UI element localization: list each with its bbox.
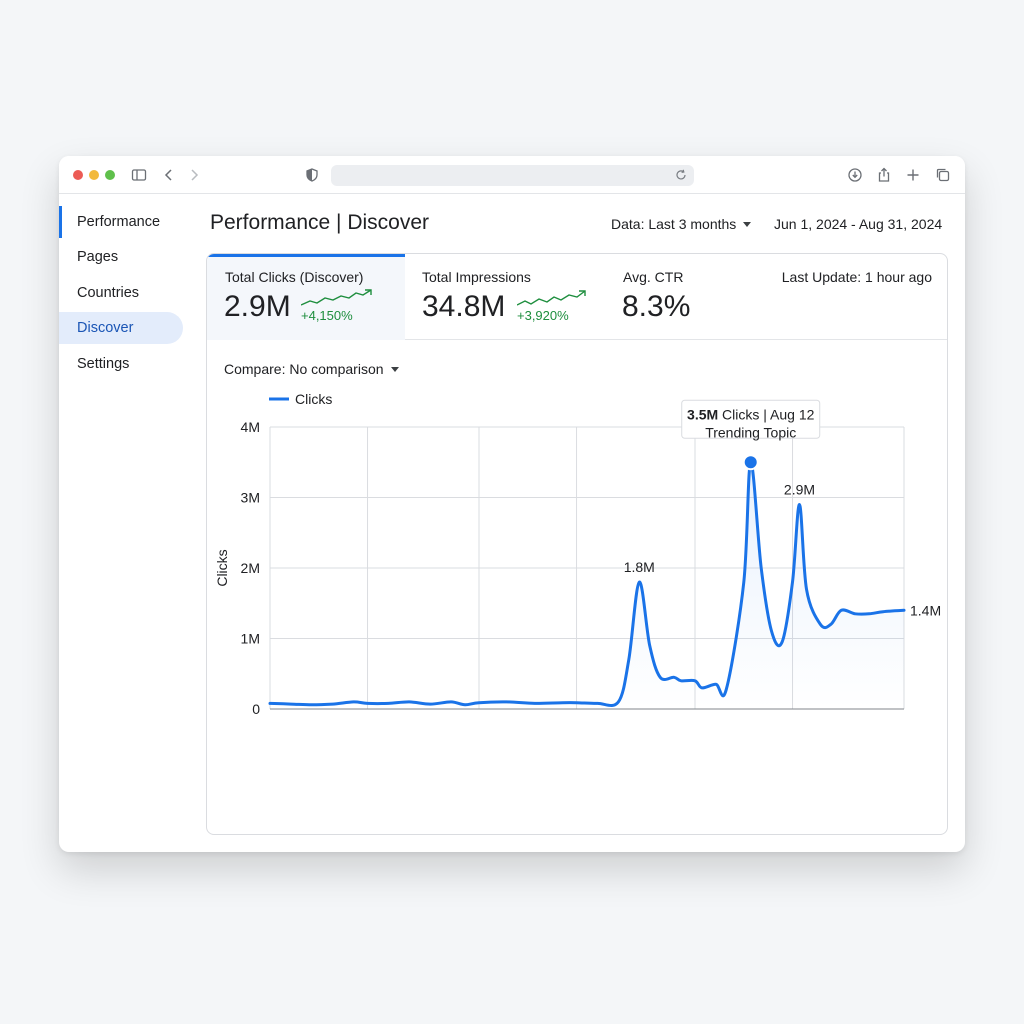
trend-sparkline-icon	[301, 289, 372, 306]
date-range-dropdown[interactable]: Data: Last 3 months	[611, 216, 752, 232]
metric-label: Avg. CTR	[623, 269, 684, 285]
clicks-line-chart: 01M2M3M4MJun 1Jun 15Jul 1Jul 15Aug 1Aug …	[214, 391, 941, 714]
browser-toolbar	[59, 156, 965, 194]
share-icon[interactable]	[875, 166, 893, 184]
y-tick-label: 1M	[241, 631, 260, 647]
y-tick-label: 4M	[241, 419, 260, 435]
metric-value: 34.8M	[422, 290, 506, 323]
last-update-label: Last Update: 1 hour ago	[781, 269, 932, 285]
sidebar-item-pages[interactable]: Pages	[77, 249, 119, 265]
metric-label: Total Impressions	[422, 269, 531, 285]
metric-total-impressions[interactable]: Total Impressions 34.8M +3,920%	[405, 254, 605, 340]
minimize-window-button[interactable]	[89, 170, 99, 180]
y-tick-label: 3M	[241, 490, 260, 506]
sidebar-item-performance[interactable]: Performance	[59, 206, 183, 238]
tooltip-subtitle: Trending Topic	[705, 424, 796, 440]
performance-card: Total Clicks (Discover) 2.9M +4,150% Tot…	[206, 253, 948, 835]
back-icon[interactable]	[160, 166, 178, 184]
close-window-button[interactable]	[73, 170, 83, 180]
compare-dropdown[interactable]: Compare: No comparison	[224, 361, 399, 377]
page-title: Performance | Discover	[210, 211, 430, 234]
data-label: 2.9M	[784, 482, 815, 498]
metric-total-clicks[interactable]: Total Clicks (Discover) 2.9M +4,150%	[207, 254, 405, 340]
reload-icon[interactable]	[674, 168, 688, 182]
chevron-down-icon	[743, 221, 752, 227]
data-label: 1.8M	[624, 559, 655, 575]
sidebar-toggle-icon[interactable]	[130, 166, 148, 184]
sidebar-item-countries[interactable]: Countries	[77, 285, 140, 301]
data-label: 1.4M	[910, 602, 941, 618]
sidebar-item-settings[interactable]: Settings	[77, 356, 130, 372]
metric-value: 8.3%	[622, 290, 691, 323]
trend-sparkline-icon	[517, 290, 586, 306]
y-tick-label: 2M	[241, 560, 260, 576]
browser-window: Performance Pages Countries Discover Set…	[59, 156, 965, 852]
chevron-down-icon	[390, 366, 399, 372]
sidebar-item-discover[interactable]: Discover	[59, 312, 183, 344]
address-bar[interactable]	[331, 165, 694, 186]
metric-avg-ctr[interactable]: Avg. CTR 8.3%	[605, 254, 755, 340]
metrics-row: Total Clicks (Discover) 2.9M +4,150% Tot…	[207, 254, 947, 340]
tooltip-title: 3.5M Clicks | Aug 12	[687, 406, 815, 422]
tabs-icon[interactable]	[934, 166, 952, 184]
new-tab-icon[interactable]	[904, 166, 922, 184]
series-area-clicks	[270, 462, 904, 709]
metric-delta: +4,150%	[301, 308, 353, 323]
y-axis-label: Clicks	[214, 549, 230, 586]
tooltip-box	[681, 399, 821, 439]
metric-value: 2.9M	[224, 290, 291, 323]
y-tick-label: 0	[252, 701, 260, 714]
highlight-point	[742, 454, 759, 471]
metric-label: Total Clicks (Discover)	[225, 269, 364, 285]
maximize-window-button[interactable]	[105, 170, 115, 180]
metric-delta: +3,920%	[517, 308, 569, 323]
sidebar-nav: Performance Pages Countries Discover Set…	[59, 194, 199, 852]
date-range-dropdown-label: Data: Last 3 months	[611, 216, 737, 232]
compare-dropdown-label: Compare: No comparison	[224, 361, 384, 377]
shield-icon[interactable]	[303, 166, 321, 184]
date-range-label: Jun 1, 2024 - Aug 31, 2024	[774, 216, 943, 232]
download-icon[interactable]	[846, 166, 864, 184]
legend-label-clicks: Clicks	[295, 391, 332, 407]
series-line-clicks	[268, 460, 906, 708]
forward-icon[interactable]	[185, 166, 203, 184]
